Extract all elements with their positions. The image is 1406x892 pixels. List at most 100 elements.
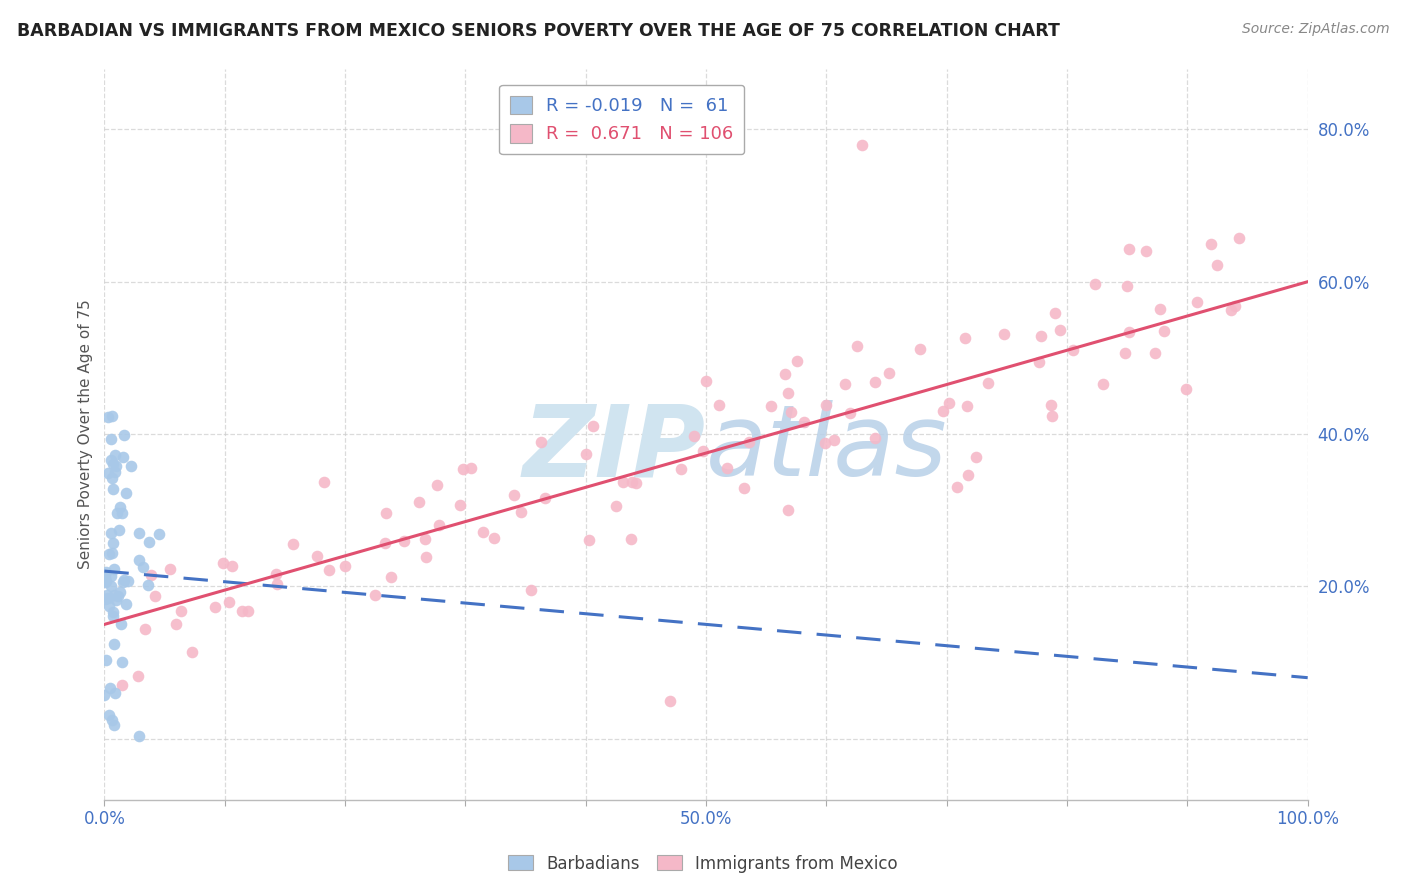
Point [472,525,495,540]
Point [136,578,159,592]
Text: ZIP: ZIP [523,401,706,497]
Point [1144,345,1167,359]
Point [1049,323,1071,337]
Point [1043,306,1066,320]
Point [112,573,135,587]
Point [778,503,800,517]
Point [695,374,717,388]
Point [218,595,240,609]
Point [1062,343,1084,357]
Point [128,552,150,566]
Point [103,588,125,602]
Point [612,475,634,489]
Point [128,729,150,743]
Point [993,326,1015,341]
Point [1149,301,1171,316]
Point [101,409,124,423]
Point [669,461,692,475]
Point [578,533,600,547]
Point [1219,303,1241,318]
Point [620,532,643,546]
Point [107,590,129,604]
Point [838,406,860,420]
Point [94,565,117,579]
Point [786,353,808,368]
Point [692,444,714,458]
Point [139,568,162,582]
Point [1040,398,1063,412]
Point [955,331,977,345]
Point [104,465,127,479]
Point [165,617,187,632]
Point [374,506,396,520]
Point [104,458,127,473]
Point [380,570,402,584]
Legend: Barbadians, Immigrants from Mexico: Barbadians, Immigrants from Mexico [502,848,904,880]
Point [716,461,738,475]
Point [98,707,121,722]
Point [96,588,118,602]
Point [364,588,387,602]
Point [221,559,243,574]
Point [426,478,449,492]
Point [169,603,191,617]
Point [98,599,121,613]
Point [128,526,150,541]
Point [94,570,117,584]
Point [1227,230,1250,244]
Point [103,717,125,731]
Point [111,678,134,692]
Point [111,574,134,589]
Point [823,433,845,447]
Point [112,427,135,442]
Point [159,561,181,575]
Point [110,616,132,631]
Point [100,432,122,446]
Point [231,604,253,618]
Point [408,495,430,509]
Y-axis label: Seniors Poverty Over the Age of 75: Seniors Poverty Over the Age of 75 [79,299,93,569]
Point [415,549,437,564]
Point [204,600,226,615]
Point [108,585,131,599]
Point [148,527,170,541]
Point [100,453,122,467]
Point [863,431,886,445]
Point [98,681,121,696]
Point [1028,355,1050,369]
Point [1206,258,1229,272]
Point [429,517,451,532]
Point [93,575,115,590]
Point [1223,299,1246,313]
Point [101,536,124,550]
Point [100,579,122,593]
Point [104,593,127,607]
Point [815,398,838,412]
Point [97,466,120,480]
Point [134,623,156,637]
Point [938,396,960,410]
Point [111,450,134,465]
Point [624,476,647,491]
Point [103,562,125,576]
Point [1114,346,1136,360]
Point [103,637,125,651]
Point [101,471,124,485]
Point [413,532,436,546]
Point [509,505,531,519]
Point [96,574,118,588]
Point [281,537,304,551]
Point [97,409,120,424]
Point [1135,244,1157,258]
Point [620,475,643,489]
Point [212,557,235,571]
Point [793,416,815,430]
Point [111,506,134,520]
Point [127,669,149,683]
Point [108,524,131,538]
Point [658,693,681,707]
Point [1091,376,1114,391]
Legend: R = -0.019   N =  61, R =  0.671   N = 106: R = -0.019 N = 61, R = 0.671 N = 106 [499,85,744,154]
Point [132,560,155,574]
Point [453,461,475,475]
